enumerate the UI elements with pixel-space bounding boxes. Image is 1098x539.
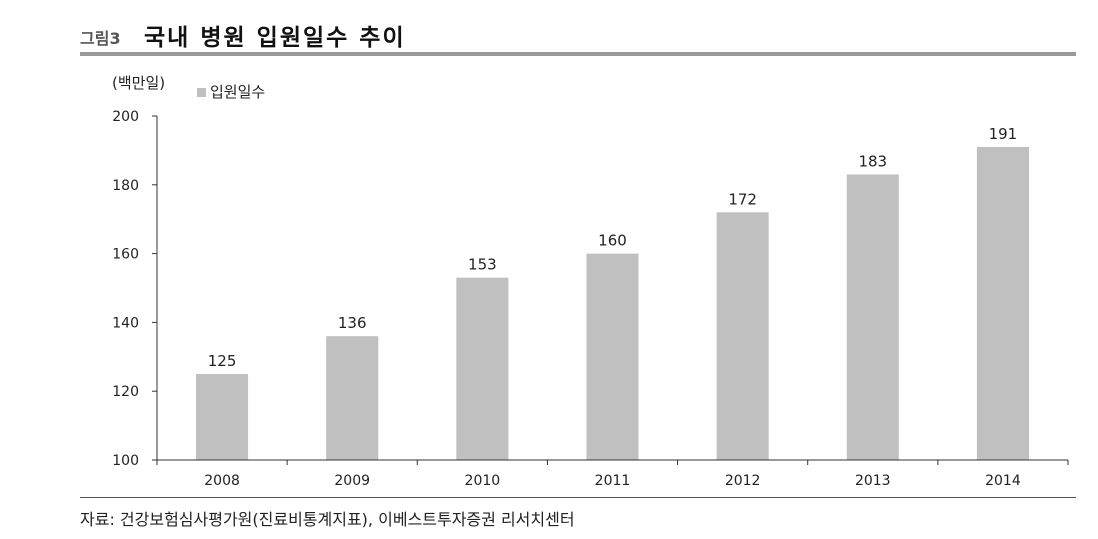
figure-label: 그림3 [80,29,121,48]
y-tick-label: 100 [112,453,139,469]
legend-label: 입원일수 [210,83,265,101]
legend-swatch [197,88,206,97]
bar-value-label: 136 [338,314,367,332]
x-tick-label: 2010 [465,473,501,489]
x-tick-label: 2008 [204,473,240,489]
bar-value-label: 125 [208,352,237,370]
bar [196,374,249,460]
bar-value-label: 160 [598,232,627,250]
y-tick-label: 140 [112,315,139,331]
bar [976,146,1029,460]
x-axis-ticks: 2008 2009 2010 2011 2012 2013 2014 [156,460,1069,489]
source-note: 자료: 건강보험심사평가원(진료비통계지표), 이베스트투자증권 리서치센터 [80,510,575,529]
bar [326,336,379,460]
bar-value-label: 183 [858,152,887,170]
x-tick-label: 2014 [985,473,1021,489]
bar-value-label: 172 [728,190,757,208]
x-tick-label: 2012 [725,473,761,489]
footer-rule [80,497,1076,498]
x-tick-label: 2013 [855,473,891,489]
y-tick-label: 120 [112,384,139,400]
x-tick-label: 2009 [334,473,370,489]
bar [716,212,769,460]
y-axis-unit-label: (백만일) [112,74,165,92]
y-tick-label: 200 [112,109,139,125]
figure-title: 국내 병원 입원일수 추이 [144,25,406,51]
x-tick-label: 2011 [595,473,631,489]
bar-value-label: 153 [468,256,497,274]
bar [456,277,509,460]
bar [846,174,899,461]
header-rule [80,52,1076,56]
y-tick-label: 160 [112,247,139,263]
bar [586,253,639,460]
bar-value-label: 191 [989,125,1018,143]
y-axis-ticks: 100 120 140 160 180 200 [112,109,157,469]
bars: 125 136 153 160 172 183 191 [196,125,1029,461]
y-tick-label: 180 [112,178,139,194]
figure-header: 그림3 국내 병원 입원일수 추이 [80,18,1076,56]
